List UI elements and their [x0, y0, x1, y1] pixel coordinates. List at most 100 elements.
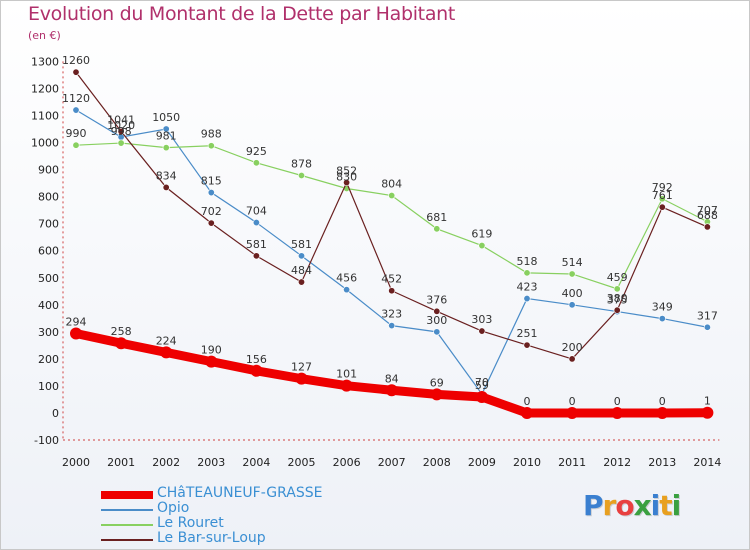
data-label: 988: [201, 128, 222, 141]
y-tick-label: 1200: [31, 82, 59, 95]
legend-swatch: [101, 539, 153, 541]
data-label: 303: [471, 313, 492, 326]
x-tick-label: 2013: [648, 456, 676, 469]
data-point: [523, 269, 531, 277]
data-point: [523, 341, 531, 349]
data-label: 878: [291, 158, 312, 171]
data-label: 1: [704, 395, 711, 408]
data-point: [72, 141, 80, 149]
data-point: [207, 219, 215, 227]
data-point: [658, 203, 666, 211]
data-label: 456: [336, 272, 357, 285]
data-label: 0: [614, 395, 621, 408]
data-label: 70: [475, 376, 489, 389]
data-point: [297, 278, 305, 286]
data-point: [295, 372, 308, 385]
y-tick-label: -100: [34, 434, 59, 447]
data-label: 200: [562, 341, 583, 354]
data-point: [388, 192, 396, 200]
x-tick-label: 2011: [558, 456, 586, 469]
data-label: 59: [475, 379, 489, 392]
data-label: 224: [156, 334, 177, 347]
data-label: 518: [517, 255, 538, 268]
data-label: 514: [562, 256, 583, 269]
y-tick-label: 700: [38, 218, 59, 231]
data-label: 1120: [62, 92, 90, 105]
x-tick-label: 2014: [693, 456, 721, 469]
data-point: [568, 270, 576, 278]
data-point: [252, 219, 260, 227]
legend-label: Opio: [157, 500, 190, 516]
y-tick-label: 400: [38, 299, 59, 312]
data-label: 990: [66, 127, 87, 140]
legend-swatch: [101, 509, 153, 511]
data-label: 101: [336, 368, 357, 381]
data-label: 323: [381, 308, 402, 321]
data-point: [475, 391, 488, 404]
data-label: 459: [607, 271, 628, 284]
y-tick-label: 200: [38, 353, 59, 366]
data-point: [388, 287, 396, 295]
data-point: [343, 179, 351, 187]
data-point: [433, 328, 441, 336]
data-label: 581: [246, 238, 267, 251]
data-label: 376: [426, 293, 447, 306]
data-point: [117, 139, 125, 147]
data-label: 834: [156, 169, 177, 182]
data-label: 702: [201, 205, 222, 218]
series-line-2: [75, 142, 708, 290]
data-point: [478, 242, 486, 250]
x-tick-label: 2012: [603, 456, 631, 469]
data-label: 375: [607, 294, 628, 307]
data-label: 581: [291, 238, 312, 251]
data-point: [297, 252, 305, 260]
chart-title: Evolution du Montant de la Dette par Hab…: [28, 3, 456, 25]
data-point: [523, 295, 531, 303]
data-label: 925: [246, 145, 267, 158]
data-point: [252, 252, 260, 260]
x-tick-label: 2010: [513, 456, 541, 469]
x-tick-label: 2002: [152, 456, 180, 469]
y-tick-label: 1300: [31, 55, 59, 68]
data-label: 0: [569, 395, 576, 408]
data-point: [340, 379, 353, 392]
data-point: [430, 388, 443, 401]
data-label: 484: [291, 264, 312, 277]
data-label: 251: [517, 327, 538, 340]
data-point: [162, 183, 170, 191]
data-point: [117, 127, 125, 135]
y-tick-label: 100: [38, 380, 59, 393]
data-label: 688: [697, 209, 718, 222]
data-point: [478, 327, 486, 335]
x-tick-label: 2005: [288, 456, 316, 469]
x-tick-label: 2009: [468, 456, 496, 469]
data-label: 998: [111, 125, 132, 138]
data-label: 815: [201, 175, 222, 188]
y-tick-label: 600: [38, 245, 59, 258]
y-tick-label: 1100: [31, 109, 59, 122]
data-point: [70, 327, 82, 340]
data-point: [656, 407, 669, 419]
data-point: [703, 323, 711, 331]
data-point: [521, 407, 533, 419]
data-label: 0: [659, 395, 666, 408]
data-point: [611, 407, 624, 419]
data-label: 258: [111, 325, 132, 338]
data-point: [72, 68, 80, 76]
data-point: [388, 322, 396, 330]
data-point: [343, 286, 351, 294]
data-point: [658, 315, 666, 323]
data-label: 681: [426, 211, 447, 224]
data-point: [568, 301, 576, 309]
data-label: 804: [381, 178, 402, 191]
data-label: 792: [652, 181, 673, 194]
data-point: [613, 285, 621, 293]
x-tick-label: 2004: [242, 456, 270, 469]
data-point: [207, 142, 215, 150]
x-tick-label: 2000: [62, 456, 90, 469]
data-point: [433, 307, 441, 315]
proxiti-logo: Proxiti: [583, 489, 681, 522]
data-label: 1260: [62, 54, 90, 67]
legend-label: Le Bar-sur-Loup: [157, 530, 266, 546]
